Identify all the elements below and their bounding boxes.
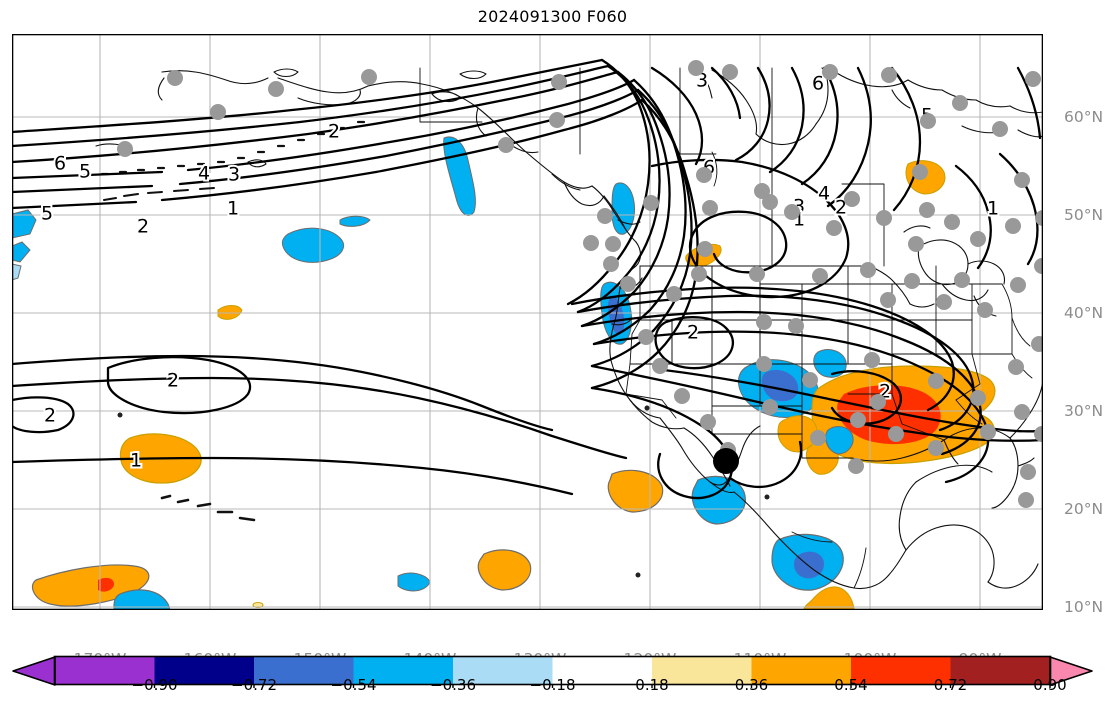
contour-label: 1 <box>227 198 239 220</box>
highlight-marker <box>713 448 739 474</box>
colorbar-segment <box>353 657 454 685</box>
tiny-marker-b <box>764 494 770 500</box>
contour-label: 5 <box>79 161 91 183</box>
contour-label: 2 <box>687 322 699 344</box>
contour-label: 2 <box>328 121 340 143</box>
page-title: 2024091300 F060 <box>477 7 628 26</box>
colorbar-outline <box>53 655 1052 686</box>
contour-label: 5 <box>41 203 53 225</box>
lat-tick-20n: 20°N <box>1064 500 1104 518</box>
colorbar-segment <box>254 657 355 685</box>
map-frame <box>12 34 1043 610</box>
contour-label: 1 <box>130 450 142 472</box>
contour-label: 4 <box>818 183 830 205</box>
coastlines-layer <box>95 67 1043 590</box>
contour-label: 3 <box>228 164 240 186</box>
colorbar-tick-label: −0.90 <box>131 676 178 694</box>
colorbar-segment <box>154 657 255 685</box>
contour-label: 6 <box>812 73 824 95</box>
map-gridlines <box>12 34 1043 610</box>
colorbar-canvas[interactable] <box>0 648 1105 688</box>
colorbar-tick-label: −0.18 <box>529 676 576 694</box>
colorbar-segment <box>55 657 156 685</box>
colorbar-tick-label: 0.18 <box>635 676 669 694</box>
contour-label: 2 <box>167 370 179 392</box>
tiny-marker-a <box>644 405 650 411</box>
colorbar-tick-label: 0.54 <box>834 676 868 694</box>
colorbar-tick-label: 0.36 <box>734 676 769 694</box>
colorbar-tick-label: −0.54 <box>330 676 377 694</box>
colorbar-segment <box>751 657 852 685</box>
station-markers <box>117 60 1043 508</box>
colorbar-tick-label: 0.90 <box>1033 676 1067 694</box>
contour-label: 2 <box>137 216 149 238</box>
tiny-marker-d <box>635 572 641 578</box>
colorbar-segment <box>950 657 1051 685</box>
tiny-marker-c <box>117 412 123 418</box>
lat-tick-60n: 60°N <box>1064 108 1104 126</box>
colorbar-segment <box>552 657 653 685</box>
colorbar[interactable]: −0.90 −0.72 −0.54 −0.36 −0.18 0.18 0.36 0.54 0.7… <box>0 648 1105 712</box>
contour-label: 2 <box>44 405 56 427</box>
lat-tick-10n: 10°N <box>1064 598 1104 616</box>
colorbar-segment <box>851 657 952 685</box>
lat-tick-40n: 40°N <box>1064 304 1104 322</box>
colorbar-tick-label: −0.72 <box>231 676 277 694</box>
colorbar-ticks <box>153 685 1051 688</box>
lat-tick-30n: 30°N <box>1064 402 1104 420</box>
colorbar-segment <box>453 657 554 685</box>
contour-label: 1 <box>987 198 999 220</box>
map-canvas[interactable]: 6554321236654321122122 <box>12 34 1043 610</box>
contour-label-group: 6554321236654321122122 <box>39 68 1001 474</box>
colorbar-segment <box>652 657 753 685</box>
colorbar-tick-label: 0.72 <box>933 676 968 694</box>
colorbar-extend-min <box>12 656 56 686</box>
contour-label: 4 <box>198 163 210 185</box>
colorbar-tick-label: −0.36 <box>430 676 476 694</box>
contour-label: 6 <box>54 153 66 175</box>
map-panel[interactable]: 6554321236654321122122 <box>12 34 1103 668</box>
lat-tick-50n: 50°N <box>1064 206 1104 224</box>
